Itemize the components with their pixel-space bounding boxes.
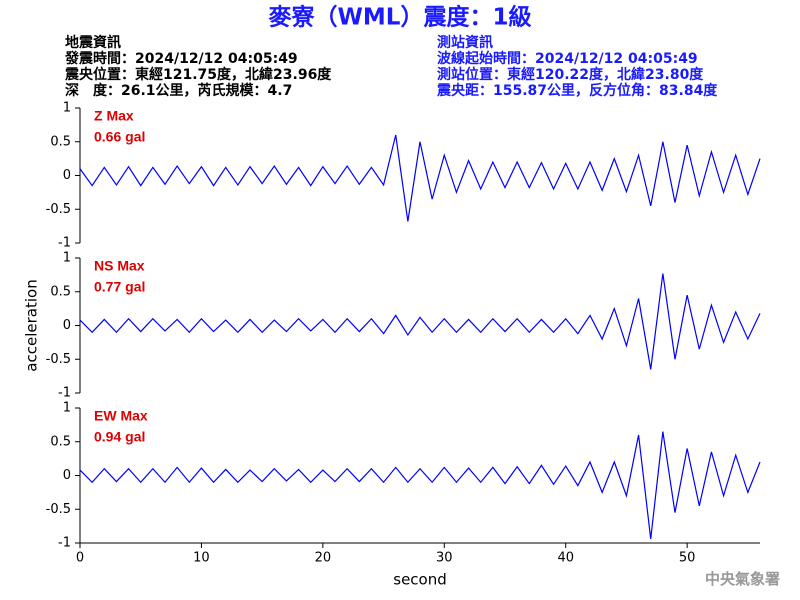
y-tick-label: 0.5 <box>50 434 71 449</box>
y-tick-label: 0 <box>63 468 71 483</box>
info-line: 深 度：26.1公里，芮氏規模：4.7 <box>65 82 292 99</box>
y-tick-label: -0.5 <box>46 202 71 217</box>
annotation: EW Max <box>94 408 148 424</box>
y-tick-label: 1 <box>63 251 71 266</box>
y-tick-label: -0.5 <box>46 352 71 367</box>
y-tick-label: 0.5 <box>50 134 71 149</box>
info-line: 地震資訊 <box>65 34 121 51</box>
info-line: 測站資訊 <box>437 34 493 51</box>
annotation: 0.66 gal <box>94 129 145 145</box>
annotation: NS Max <box>94 258 145 274</box>
y-tick-label: -1 <box>58 236 71 251</box>
waveform <box>79 134 761 222</box>
y-tick-label: -1 <box>58 536 71 551</box>
y-tick-label: 0 <box>63 168 71 183</box>
annotation: Z Max <box>94 108 134 124</box>
x-axis-label: second <box>393 571 447 589</box>
x-tick-label: 30 <box>436 551 453 566</box>
x-tick-label: 0 <box>76 551 84 566</box>
info-line: 發震時間：2024/12/12 04:05:49 <box>64 50 298 67</box>
info-line: 震央位置：東經121.75度，北緯23.96度 <box>64 66 332 83</box>
info-line: 震央距：155.87公里，反方位角：83.84度 <box>436 82 718 99</box>
y-tick-label: 1 <box>63 101 71 116</box>
x-tick-label: 10 <box>193 551 210 566</box>
y-tick-label: -1 <box>58 386 71 401</box>
annotation: 0.77 gal <box>94 279 145 295</box>
y-tick-label: 0 <box>63 318 71 333</box>
y-tick-label: -0.5 <box>46 502 71 517</box>
waveform <box>79 273 761 370</box>
waveform <box>79 431 761 540</box>
info-line: 波線起始時間：2024/12/12 04:05:49 <box>437 50 698 67</box>
x-tick-label: 50 <box>679 551 696 566</box>
y-tick-label: 1 <box>63 401 71 416</box>
info-line: 測站位置：東經120.22度，北緯23.80度 <box>437 66 704 83</box>
y-tick-label: 0.5 <box>50 284 71 299</box>
annotation: 0.94 gal <box>94 429 145 445</box>
y-axis-label: acceleration <box>23 279 41 371</box>
x-tick-label: 40 <box>557 551 574 566</box>
chart-title: 麥寮（WML）震度：1級 <box>268 4 532 31</box>
footer: 中央氣象署 <box>705 570 780 588</box>
x-tick-label: 20 <box>315 551 332 566</box>
